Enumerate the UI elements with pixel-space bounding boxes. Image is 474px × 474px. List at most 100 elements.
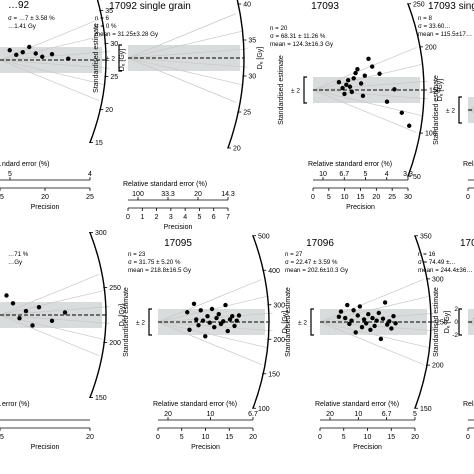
- data-point: [236, 313, 242, 318]
- stat-sigma: σ = 22.47 ± 3.59 %: [285, 259, 338, 266]
- data-point: [377, 71, 382, 76]
- data-point: [20, 50, 25, 55]
- data-point: [387, 319, 392, 324]
- data-point: [370, 315, 375, 321]
- data-point: [40, 54, 45, 59]
- radial-guide-line: [312, 80, 428, 91]
- rse-axis-tick-label: 4: [385, 171, 389, 178]
- radial-guide-line: [0, 59, 100, 101]
- precision-axis-tick-label: 6: [212, 214, 216, 221]
- precision-axis-label: Precision: [164, 224, 193, 231]
- precision-axis-tick-label: 20: [249, 434, 257, 441]
- z-axis-arc: [227, 0, 245, 149]
- data-point: [380, 316, 386, 321]
- z-axis-tick-label: 100: [425, 131, 437, 138]
- radial-guide-line: [0, 59, 107, 86]
- z-axis-label: Dₑ [Gy]: [282, 311, 289, 333]
- z-axis-tick-label: 150: [95, 395, 107, 402]
- radial-guide-line: [0, 274, 100, 316]
- data-point: [366, 312, 371, 317]
- radial-guide-line: [127, 57, 248, 68]
- radial-guide-line: [0, 51, 110, 61]
- data-point: [353, 330, 358, 335]
- z-axis-tick-label: 500: [258, 233, 270, 240]
- stat-sigma: σ = 68.31 ± 11.26 %: [270, 33, 326, 40]
- z-axis-tick-label: 20: [233, 146, 241, 153]
- data-point: [347, 84, 353, 89]
- y-axis-label: Standardised estimate: [285, 287, 292, 357]
- stat-n: n = 23: [128, 251, 146, 258]
- z-axis-tick-label: 150: [420, 406, 432, 413]
- data-point: [368, 327, 373, 332]
- stat-mean: mean = 218.8±16.5 Gy: [128, 267, 192, 274]
- stat-sigma: σ = 74.49 ±…: [418, 259, 456, 266]
- plot-title: 17093 single…: [428, 1, 474, 12]
- stat-sigma: σ = 0 %: [95, 23, 117, 30]
- data-point: [49, 51, 55, 57]
- stat-sigma: σ = …7 ± 3.58 %: [8, 15, 55, 22]
- z-axis-tick-label: 200: [432, 363, 444, 370]
- radial-plot-17093: 17093 n = 20σ = 68.31 ± 11.26 %mean = 124…: [270, 1, 444, 211]
- precision-axis-tick-label: 20: [372, 194, 380, 201]
- stat-mean: mean = 244.4±36…: [418, 267, 472, 274]
- data-point: [336, 314, 342, 319]
- data-point: [376, 310, 381, 316]
- plot-title: …92: [8, 0, 30, 11]
- data-point: [349, 89, 355, 95]
- plot-title: 17095: [164, 238, 192, 249]
- rse-axis-tick-label: 14.3: [221, 191, 235, 198]
- data-point: [234, 318, 239, 323]
- radial-guide-line: [312, 89, 428, 100]
- data-point: [200, 318, 206, 323]
- data-point: [372, 323, 377, 329]
- data-point: [399, 110, 404, 115]
- z-axis-arc: [252, 235, 270, 409]
- precision-axis-label: Precision: [31, 204, 60, 211]
- data-point: [340, 85, 345, 91]
- precision-axis-tick-label: 1: [140, 214, 144, 221]
- y-axis-label: Standardised estimate: [433, 75, 440, 145]
- precision-axis-tick-label: 25: [388, 194, 396, 201]
- rse-axis-tick-label: 20: [164, 411, 172, 418]
- rse-axis-tick-label: 5: [413, 411, 417, 418]
- data-point: [374, 318, 379, 323]
- precision-axis-tick-label: 5: [197, 214, 201, 221]
- data-point: [62, 310, 68, 315]
- stat-n: n = 8: [418, 15, 432, 22]
- radial-guide-line: [312, 89, 424, 117]
- precision-axis-tick-label: 5: [342, 434, 346, 441]
- plot-title: 1709…: [460, 238, 474, 249]
- radial-guide-line: [127, 57, 237, 103]
- plot-title: 17092 single grain: [109, 1, 191, 12]
- z-axis-label: Dₑ [Gy]: [437, 79, 444, 101]
- precision-axis-label: Precision: [191, 444, 220, 451]
- z-axis-tick-label: 35: [248, 38, 256, 45]
- data-point: [385, 322, 390, 327]
- data-point: [221, 319, 226, 324]
- data-point: [366, 56, 371, 61]
- y-bracket: [458, 96, 462, 124]
- radial-guide-line: [319, 279, 424, 323]
- precision-axis-tick-label: 10: [341, 194, 349, 201]
- z-axis-label: Dₑ [Gy]: [119, 304, 126, 326]
- band-tick-label: 2: [454, 306, 458, 313]
- z-axis-tick-label: 250: [413, 1, 425, 8]
- z-axis-tick-label: 50: [413, 174, 421, 181]
- precision-axis-tick-label: 0: [466, 194, 470, 201]
- rse-axis-label: Relative standard error (%): [315, 401, 399, 408]
- data-point: [384, 99, 390, 104]
- confidence-band: [313, 77, 420, 103]
- radial-guide-line: [0, 59, 110, 69]
- data-point: [351, 308, 356, 313]
- data-point: [343, 315, 348, 321]
- precision-axis-tick-label: 0: [156, 434, 160, 441]
- plot-title: 17093: [311, 1, 339, 12]
- y-bracket: [458, 308, 462, 336]
- radial-plot-17095: 17095 n = 23σ = 31.75 ± 5.20 %mean = 218.…: [123, 233, 289, 451]
- data-point: [216, 312, 221, 317]
- data-point: [393, 321, 398, 326]
- precision-axis-tick-label: 5: [327, 194, 331, 201]
- data-point: [364, 321, 369, 326]
- radial-plot-17092-partial: …92σ = …7 ± 3.58 %…1.41 Gy152025303540Dₑ…: [0, 0, 126, 211]
- rse-axis-tick-label: 4: [88, 171, 92, 178]
